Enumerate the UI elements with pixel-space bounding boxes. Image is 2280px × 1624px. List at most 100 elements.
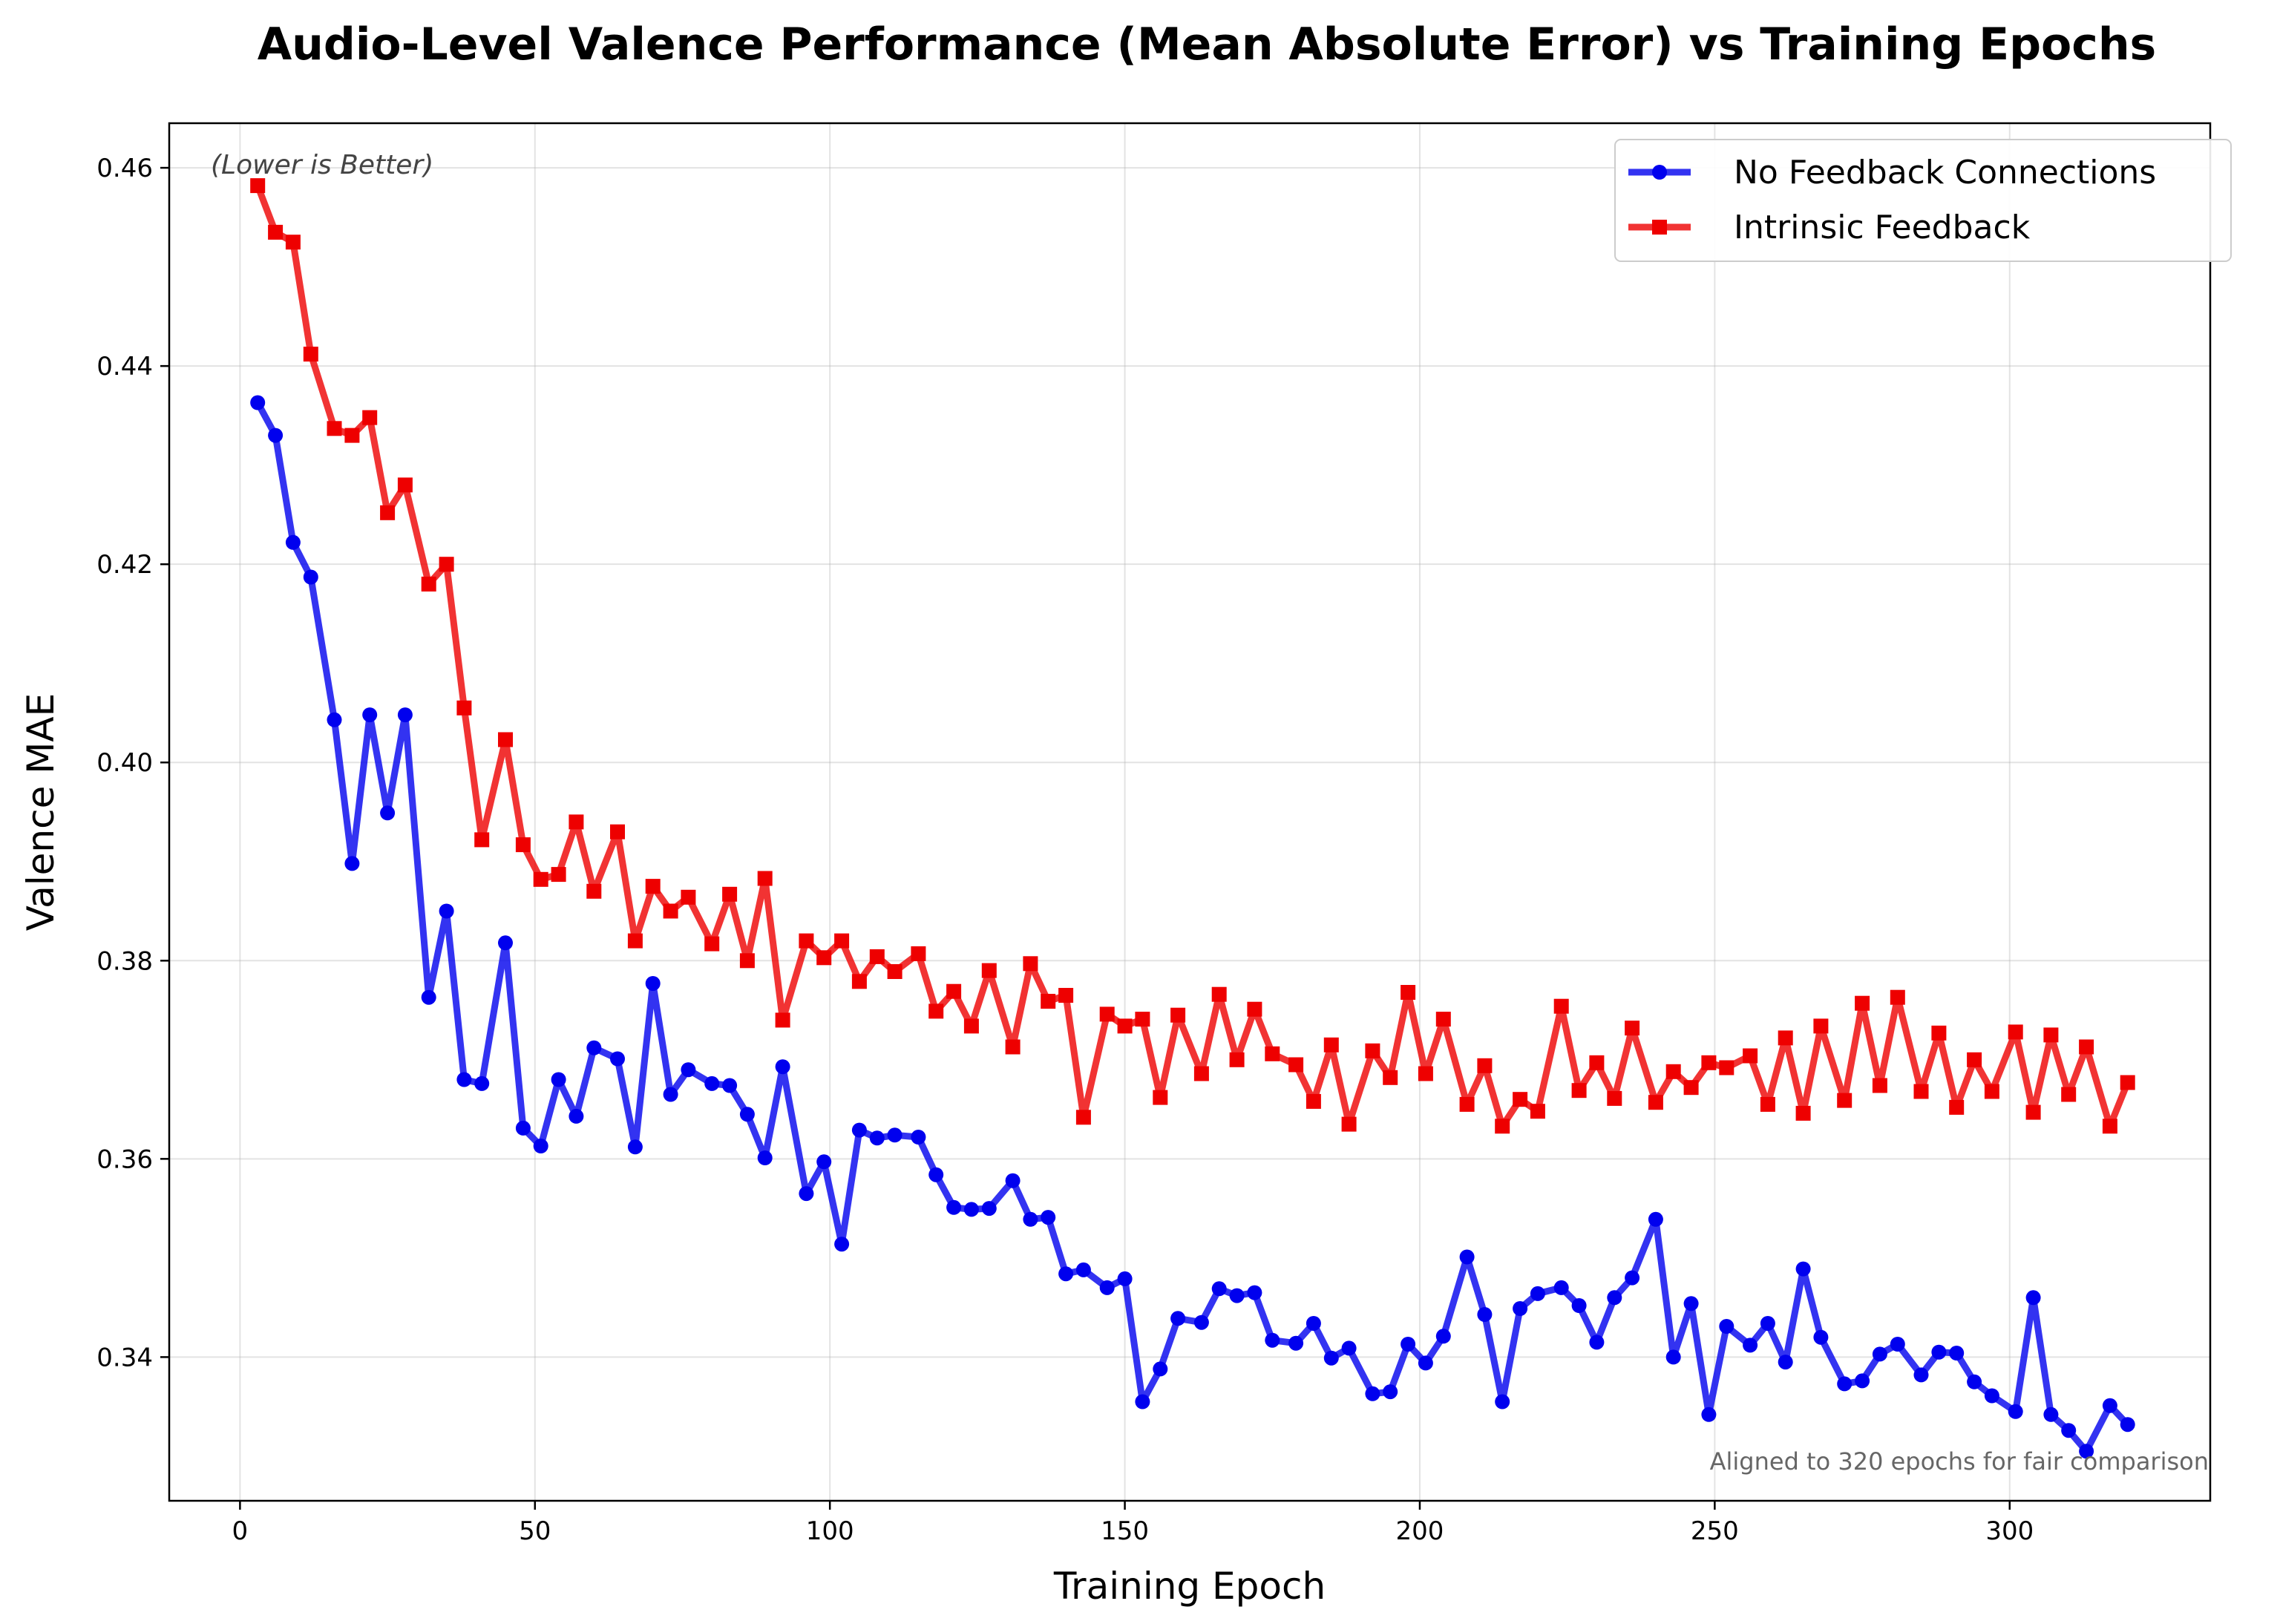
data-point [1890,989,1905,1005]
legend-entry-intrinsic-feedback: Intrinsic Feedback [1628,209,2031,246]
data-point [268,224,284,240]
y-ticks: 0.34 0.36 0.38 0.40 0.42 0.44 0.46 [96,154,169,1372]
data-point [1743,1048,1758,1064]
data-point [722,886,738,902]
data-point [2102,1398,2117,1413]
data-point [439,903,454,919]
data-point [887,964,902,979]
data-point [1265,1046,1280,1061]
data-point [928,1003,944,1019]
y-tick-label: 0.34 [96,1343,153,1372]
data-point [498,732,513,747]
data-point [887,1127,902,1143]
data-point [551,1072,566,1087]
series-layer [250,178,2135,1459]
data-point [610,824,625,839]
data-point [1005,1173,1021,1188]
data-point [327,421,342,436]
data-point [1855,995,1870,1011]
data-point [1530,1286,1545,1301]
data-point [474,1075,490,1091]
data-point [439,557,454,572]
data-point [1665,1064,1681,1079]
data-point [2025,1104,2041,1120]
data-point [421,576,436,592]
data-point [569,1108,584,1124]
data-point [2043,1027,2059,1043]
data-point [2120,1075,2135,1090]
data-point [1778,1030,1793,1046]
data-point [1401,1337,1416,1352]
data-point [1211,1281,1227,1297]
data-point [1459,1249,1475,1265]
data-point [2079,1444,2094,1459]
data-point [2043,1407,2059,1422]
data-point [1984,1084,1999,1099]
data-point [1265,1332,1280,1348]
data-point [1193,1066,1209,1081]
data-point [1683,1080,1699,1096]
y-tick-label: 0.38 [96,946,153,976]
data-point [2061,1423,2077,1438]
data-point [1041,1210,1056,1225]
legend-marker-no-feedback [1652,165,1667,180]
data-point [1435,1329,1451,1344]
data-point [2079,1039,2094,1055]
data-point [816,1154,832,1170]
data-point [1247,1285,1262,1300]
data-point [2025,1290,2041,1306]
data-point [1153,1361,1168,1377]
data-point [1607,1090,1622,1106]
data-point [1872,1346,1887,1362]
data-point [1967,1374,1982,1389]
data-point [1058,1266,1074,1282]
data-point [303,347,318,362]
data-point [1813,1329,1829,1345]
data-point [869,949,885,964]
series-line-intrinsic-feedback [254,182,2132,1130]
data-point [645,879,661,894]
data-point [1607,1290,1622,1306]
data-point [1323,1350,1339,1366]
data-point [421,989,436,1005]
data-point [2102,1119,2117,1134]
data-point [1571,1298,1587,1313]
data-point [268,428,284,443]
data-point [2120,1417,2135,1433]
y-tick-label: 0.46 [96,154,153,183]
data-point [1135,1012,1150,1027]
x-tick-label: 150 [1101,1516,1149,1546]
data-point [775,1059,790,1075]
data-point [456,700,472,716]
data-point [285,235,301,250]
data-point [1075,1262,1091,1277]
data-point [1931,1025,1947,1041]
data-point [704,936,720,952]
data-point [1418,1066,1433,1081]
data-point [911,1130,926,1145]
data-point [1477,1058,1493,1073]
data-point [1719,1060,1734,1075]
data-point [799,1186,814,1202]
data-point [1743,1337,1758,1353]
data-point [569,814,584,830]
data-point [963,1018,979,1034]
data-point [1117,1018,1133,1034]
legend-label-no-feedback: No Feedback Connections [1734,154,2156,191]
data-point [851,1122,867,1138]
data-point [1099,1280,1115,1295]
x-tick-label: 0 [232,1516,249,1546]
data-point [834,933,850,949]
data-point [1117,1271,1133,1286]
data-point [1341,1340,1357,1356]
data-point [1913,1367,1929,1383]
data-point [344,856,360,871]
data-point [1211,986,1227,1002]
data-point [1075,1110,1091,1125]
y-axis-label: Valence MAE [19,693,62,931]
data-point [1795,1261,1811,1277]
data-point [1872,1078,1887,1093]
legend-box [1614,139,2232,262]
